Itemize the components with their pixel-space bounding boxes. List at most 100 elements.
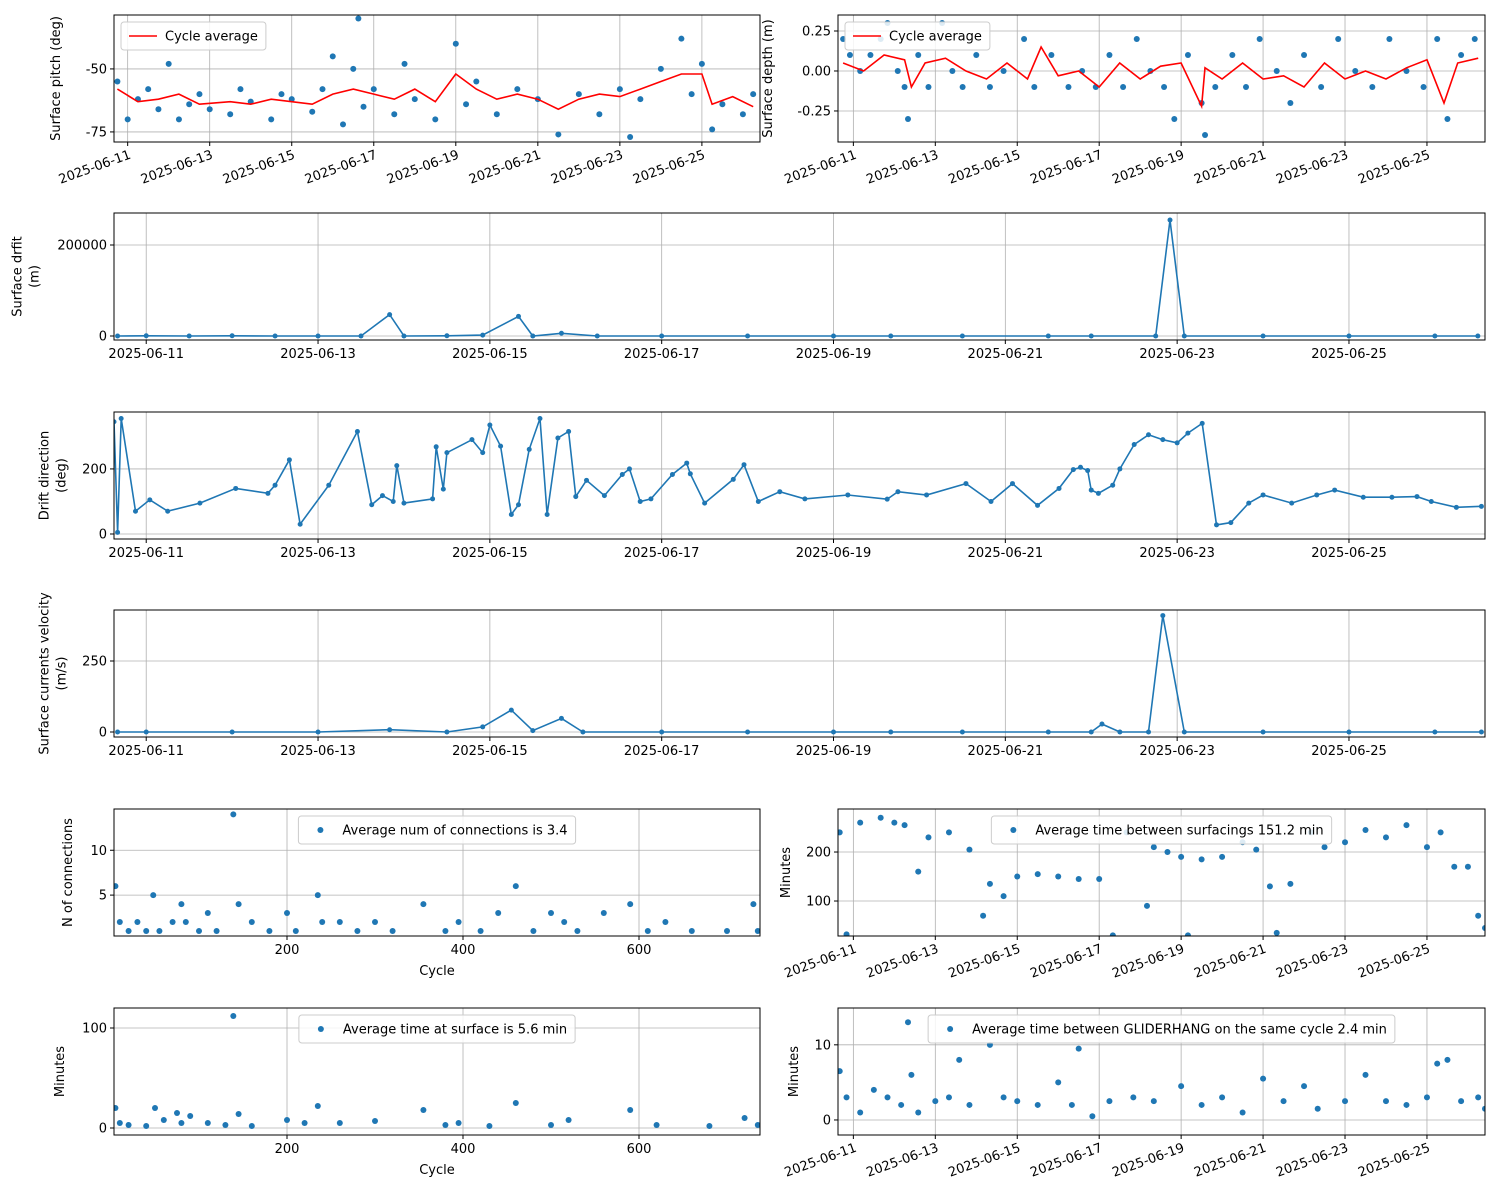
point bbox=[1031, 83, 1038, 90]
x-tick-label: 2025-06-13 bbox=[139, 148, 215, 188]
marker bbox=[1181, 729, 1187, 735]
point bbox=[174, 1110, 181, 1116]
marker bbox=[1260, 729, 1266, 735]
marker bbox=[888, 333, 894, 339]
point bbox=[949, 67, 956, 74]
x-tick-label: 2025-06-17 bbox=[1028, 148, 1104, 188]
marker bbox=[777, 489, 783, 495]
point bbox=[235, 1111, 242, 1117]
marker bbox=[498, 443, 504, 449]
legend-label: Average num of connections is 3.4 bbox=[342, 824, 567, 839]
point bbox=[134, 919, 141, 926]
marker bbox=[537, 416, 543, 422]
marker bbox=[1088, 729, 1094, 735]
point bbox=[336, 1120, 343, 1126]
point bbox=[894, 67, 901, 74]
marker bbox=[387, 727, 393, 733]
line bbox=[114, 418, 1482, 533]
point bbox=[1068, 1101, 1075, 1108]
point bbox=[843, 931, 850, 936]
point bbox=[420, 901, 427, 908]
point bbox=[452, 40, 459, 47]
point bbox=[206, 106, 213, 113]
x-tick-label: 2025-06-23 bbox=[1274, 1141, 1350, 1181]
point bbox=[754, 1122, 760, 1128]
marker bbox=[1131, 442, 1137, 448]
y-tick-label: 0 bbox=[823, 1113, 831, 1128]
point bbox=[857, 819, 864, 826]
point bbox=[319, 919, 326, 926]
marker bbox=[1314, 492, 1320, 498]
marker bbox=[233, 485, 239, 491]
y-tick-label: 100 bbox=[82, 1022, 107, 1037]
point bbox=[1000, 67, 1007, 74]
x-tick-label: 2025-06-25 bbox=[1311, 347, 1387, 362]
point bbox=[1403, 822, 1410, 829]
point bbox=[1034, 871, 1041, 878]
point bbox=[442, 1122, 449, 1128]
x-tick-label: 2025-06-23 bbox=[1139, 546, 1215, 561]
x-tick-label: 2025-06-25 bbox=[1356, 942, 1432, 982]
marker bbox=[469, 437, 475, 443]
point bbox=[314, 1103, 321, 1109]
marker bbox=[1160, 437, 1166, 443]
point bbox=[1048, 51, 1055, 58]
point bbox=[932, 1098, 939, 1105]
marker bbox=[558, 330, 564, 336]
point bbox=[309, 108, 316, 115]
point bbox=[420, 1107, 427, 1113]
marker bbox=[1246, 500, 1252, 506]
point bbox=[627, 1107, 634, 1113]
marker bbox=[755, 498, 761, 504]
plot-area bbox=[115, 217, 1481, 339]
point bbox=[1482, 924, 1485, 931]
y-tick-label: 0 bbox=[99, 1122, 107, 1137]
x-tick-label: 2025-06-23 bbox=[549, 148, 625, 188]
legend-box bbox=[990, 815, 1333, 845]
x-tick-label: 2025-06-17 bbox=[1028, 1141, 1104, 1181]
marker bbox=[379, 493, 385, 499]
marker bbox=[1099, 721, 1105, 727]
point bbox=[169, 919, 176, 926]
marker bbox=[1045, 333, 1051, 339]
point bbox=[986, 880, 993, 887]
marker bbox=[1181, 333, 1187, 339]
point bbox=[857, 1109, 864, 1116]
point bbox=[143, 927, 150, 934]
marker bbox=[394, 463, 400, 469]
point bbox=[1434, 35, 1441, 42]
point bbox=[284, 910, 291, 917]
point bbox=[235, 901, 242, 908]
point bbox=[314, 892, 321, 899]
legend: Average time between surfacings 151.2 mi… bbox=[990, 815, 1333, 845]
legend-swatch bbox=[947, 1026, 954, 1032]
marker bbox=[884, 496, 890, 502]
point bbox=[915, 1109, 922, 1116]
x-tick-label: 2025-06-17 bbox=[1028, 942, 1104, 982]
x-tick-label: 2025-06-19 bbox=[796, 546, 872, 561]
point bbox=[288, 96, 295, 103]
point bbox=[1219, 1094, 1226, 1101]
marker bbox=[687, 471, 693, 477]
point bbox=[662, 919, 669, 926]
axes-frame bbox=[113, 411, 1486, 540]
marker bbox=[659, 333, 665, 339]
marker bbox=[963, 481, 969, 487]
x-tick-label: 2025-06-19 bbox=[385, 148, 461, 188]
y-axis-label: Surface currents velocity bbox=[38, 592, 53, 755]
point bbox=[1273, 67, 1280, 74]
point bbox=[901, 822, 908, 829]
point bbox=[372, 919, 379, 926]
point bbox=[724, 927, 731, 934]
point bbox=[653, 1122, 660, 1128]
point bbox=[1164, 849, 1171, 856]
x-tick-label: 2025-06-23 bbox=[1139, 744, 1215, 759]
marker bbox=[186, 333, 192, 339]
x-tick-label: 2025-06-21 bbox=[968, 744, 1044, 759]
legend-box bbox=[927, 1014, 1396, 1044]
point bbox=[370, 86, 377, 93]
point bbox=[530, 927, 537, 934]
y-tick-label: 10 bbox=[814, 1038, 831, 1053]
marker bbox=[1045, 729, 1051, 735]
marker bbox=[272, 482, 278, 488]
